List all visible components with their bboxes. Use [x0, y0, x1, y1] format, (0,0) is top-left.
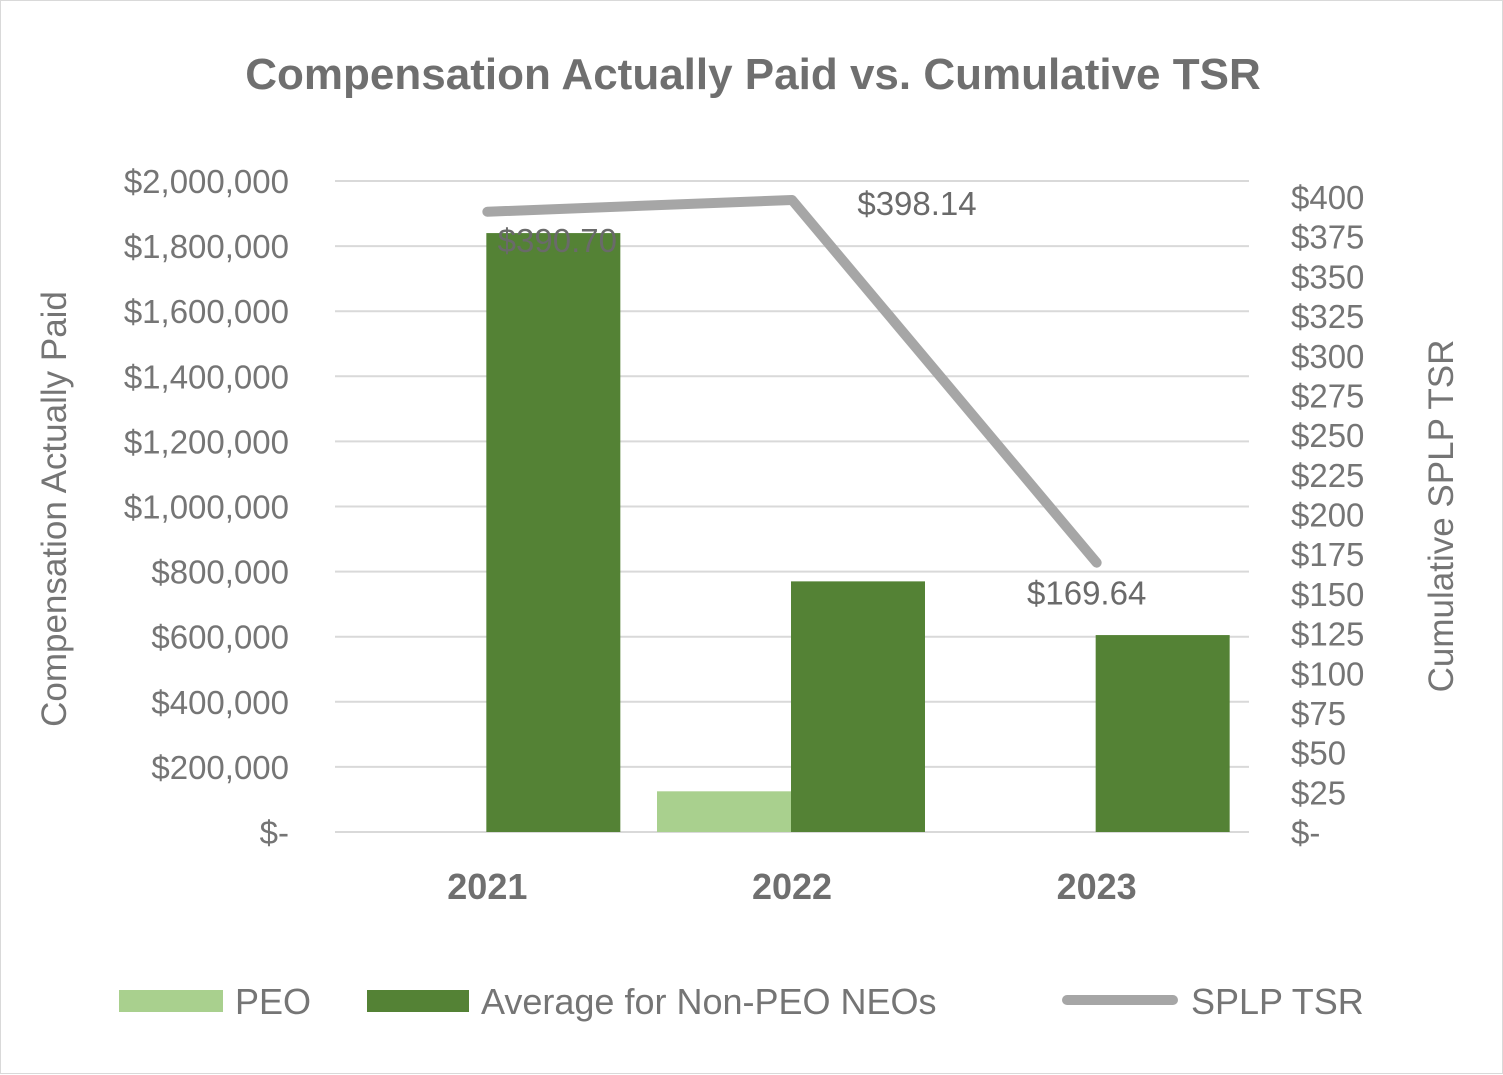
tsr-point-2022	[791, 198, 793, 201]
left-tick-label-9: $1,800,000	[124, 228, 289, 265]
right-axis-title: Cumulative SPLP TSR	[1422, 340, 1461, 693]
right-tick-label-7: $175	[1291, 536, 1364, 573]
right-tick-label-12: $300	[1291, 338, 1364, 375]
bar-peo-2022	[657, 791, 791, 832]
bar-series	[486, 233, 1230, 832]
left-axis-ticks: $- $200,000 $400,000 $600,000 $800,000 $1,000…	[124, 163, 289, 851]
tsr-data-label-2023: $169.64	[1027, 575, 1146, 612]
legend-swatch-peo	[119, 990, 223, 1012]
legend-label-peo: PEO	[235, 981, 311, 1022]
category-label-2021: 2021	[447, 866, 527, 907]
right-tick-label-15: $375	[1291, 219, 1364, 256]
bar-average-for-non-peo-neos-2022	[791, 581, 925, 832]
right-tick-label-13: $325	[1291, 298, 1364, 335]
legend-label-non-peo: Average for Non-PEO NEOs	[481, 981, 937, 1022]
left-tick-label-4: $800,000	[151, 554, 289, 591]
legend-label-tsr: SPLP TSR	[1191, 981, 1364, 1022]
chart-title: Compensation Actually Paid vs. Cumulativ…	[245, 50, 1260, 99]
left-tick-label-10: $2,000,000	[124, 163, 289, 200]
right-tick-label-0: $-	[1291, 814, 1320, 851]
left-tick-label-2: $400,000	[151, 684, 289, 721]
right-tick-label-1: $25	[1291, 774, 1346, 811]
tsr-point-2023	[1095, 561, 1098, 564]
left-tick-label-8: $1,600,000	[124, 293, 289, 330]
left-tick-label-1: $200,000	[151, 749, 289, 786]
right-tick-label-6: $150	[1291, 576, 1364, 613]
left-tick-label-6: $1,200,000	[124, 423, 289, 460]
left-tick-label-7: $1,400,000	[124, 358, 289, 395]
right-tick-label-5: $125	[1291, 616, 1364, 653]
right-tick-label-4: $100	[1291, 655, 1364, 692]
right-tick-label-3: $75	[1291, 695, 1346, 732]
tsr-point-2021	[486, 210, 489, 213]
right-tick-label-10: $250	[1291, 417, 1364, 454]
right-tick-label-9: $225	[1291, 457, 1364, 494]
line-series: $390.70 $398.14 $169.64	[482, 185, 1146, 612]
left-tick-label-5: $1,000,000	[124, 489, 289, 526]
legend: PEO Average for Non-PEO NEOs SPLP TSR	[119, 981, 1364, 1022]
right-tick-label-16: $400	[1291, 179, 1364, 216]
left-axis-title: Compensation Actually Paid	[35, 291, 74, 727]
right-tick-label-2: $50	[1291, 735, 1346, 772]
right-tick-label-8: $200	[1291, 497, 1364, 534]
category-label-2023: 2023	[1057, 866, 1137, 907]
right-tick-label-11: $275	[1291, 377, 1364, 414]
category-axis: 2021 2022 2023	[447, 866, 1136, 907]
right-axis-ticks: $-$25$50$75$100$125$150$175$200$225$250$…	[1291, 179, 1364, 851]
category-label-2022: 2022	[752, 866, 832, 907]
tsr-data-label-2021: $390.70	[498, 222, 617, 259]
legend-swatch-non-peo	[367, 990, 469, 1012]
tsr-data-label-2022: $398.14	[857, 185, 976, 222]
left-tick-label-3: $600,000	[151, 619, 289, 656]
right-tick-label-14: $350	[1291, 258, 1364, 295]
bar-average-for-non-peo-neos-2021	[486, 233, 621, 832]
bar-average-for-non-peo-neos-2023	[1095, 635, 1230, 832]
left-tick-label-0: $-	[260, 814, 289, 851]
